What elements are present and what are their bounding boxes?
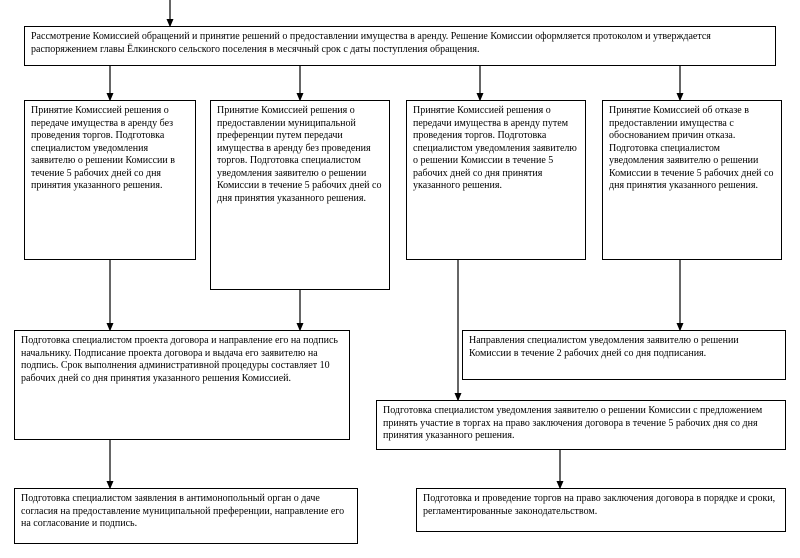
node-d2-text: Подготовка и проведение торгов на право … xyxy=(423,493,775,517)
node-c1: Подготовка специалистом проекта договора… xyxy=(14,330,350,440)
node-b3: Принятие Комиссией решения о передачи им… xyxy=(406,100,586,260)
node-d1-text: Подготовка специалистом заявления в анти… xyxy=(21,493,344,529)
node-b1: Принятие Комиссией решения о передаче им… xyxy=(24,100,196,260)
node-c3: Подготовка специалистом уведомления заяв… xyxy=(376,400,786,450)
node-b2-text: Принятие Комиссией решения о предоставле… xyxy=(217,105,381,204)
node-c2-text: Направления специалистом уведомления зая… xyxy=(469,335,739,359)
node-c3-text: Подготовка специалистом уведомления заяв… xyxy=(383,405,762,441)
node-b3-text: Принятие Комиссией решения о передачи им… xyxy=(413,105,577,191)
node-c1-text: Подготовка специалистом проекта договора… xyxy=(21,335,338,384)
node-b4-text: Принятие Комиссией об отказе в предостав… xyxy=(609,105,773,191)
node-top: Рассмотрение Комиссией обращений и приня… xyxy=(24,26,776,66)
node-b4: Принятие Комиссией об отказе в предостав… xyxy=(602,100,782,260)
node-d1: Подготовка специалистом заявления в анти… xyxy=(14,488,358,544)
node-c2: Направления специалистом уведомления зая… xyxy=(462,330,786,380)
node-top-text: Рассмотрение Комиссией обращений и приня… xyxy=(31,31,711,55)
node-b2: Принятие Комиссией решения о предоставле… xyxy=(210,100,390,290)
node-b1-text: Принятие Комиссией решения о передаче им… xyxy=(31,105,175,191)
node-d2: Подготовка и проведение торгов на право … xyxy=(416,488,786,532)
arrows-layer xyxy=(0,0,800,558)
